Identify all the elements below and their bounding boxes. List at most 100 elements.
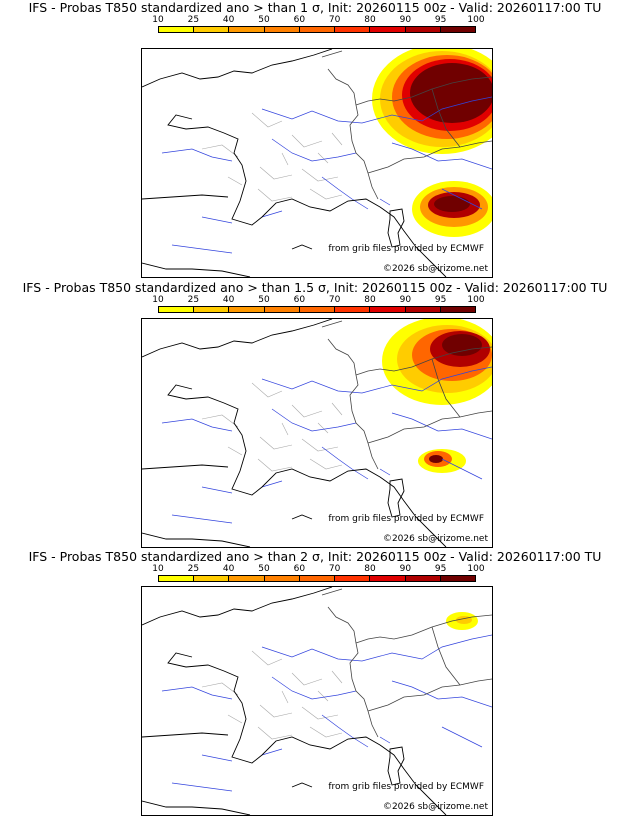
colorbar-tick-label: 50: [258, 564, 270, 574]
colorbar-tick-label: 100: [467, 564, 485, 574]
colorbar-tick-label: 50: [258, 295, 270, 305]
colorbar-swatch: [370, 576, 406, 581]
colorbar-labels: 10 25 40 50 60 70 80 90 95 100: [142, 564, 492, 574]
colorbar-swatches: [158, 306, 476, 313]
colorbar-tick-label: 90: [399, 295, 412, 305]
probability-area: [434, 196, 470, 212]
department-boundaries: [201, 650, 343, 740]
colorbar-swatch: [194, 576, 230, 581]
colorbar-swatch: [299, 307, 336, 312]
rivers: [161, 634, 492, 792]
panel-title: IFS - Probas T850 standardized ano > tha…: [28, 0, 602, 15]
colorbar-swatch: [229, 576, 265, 581]
colorbar-swatch: [440, 27, 475, 32]
colorbar-swatch: [299, 27, 336, 32]
colorbar-tick-label: 100: [467, 15, 485, 25]
source-credit: from grib files provided by ECMWF: [328, 244, 484, 254]
probability-area: [410, 63, 492, 123]
copyright-credit: ©2026 sb@irizome.net: [382, 534, 488, 544]
colorbar-tick-label: 80: [364, 564, 376, 574]
colorbar-tick-label: 40: [222, 15, 235, 25]
colorbar-tick-label: 60: [293, 564, 306, 574]
coastline: [142, 49, 447, 277]
colorbar-tick-label: 50: [258, 15, 270, 25]
colorbar-tick-label: 90: [399, 15, 412, 25]
department-boundaries: [201, 112, 343, 202]
colorbar-tick-label: 95: [434, 295, 447, 305]
map-panel-1: IFS - Probas T850 standardized ano > tha…: [0, 0, 630, 278]
colorbar-labels: 10 25 40 50 60 70 80 90 95 100: [142, 295, 492, 305]
colorbar-swatch: [335, 307, 371, 312]
colorbar-tick-label: 60: [293, 295, 306, 305]
colorbar-tick-label: 95: [434, 564, 447, 574]
colorbar-swatch: [440, 307, 475, 312]
copyright-credit: ©2026 sb@irizome.net: [382, 802, 488, 812]
colorbar-swatch: [370, 307, 406, 312]
colorbar-tick-label: 100: [467, 295, 485, 305]
colorbar-swatch: [264, 576, 300, 581]
source-credit: from grib files provided by ECMWF: [328, 514, 484, 524]
map-panel-2: IFS - Probas T850 standardized ano > tha…: [0, 276, 630, 552]
colorbar-swatch: [335, 576, 371, 581]
colorbar-tick-label: 80: [364, 15, 376, 25]
colorbar-swatch: [159, 576, 195, 581]
panel-title: IFS - Probas T850 standardized ano > tha…: [28, 549, 602, 564]
colorbar-tick-label: 10: [152, 15, 164, 25]
colorbar-swatch: [194, 307, 230, 312]
colorbar-swatch: [370, 27, 406, 32]
probability-area: [442, 334, 482, 356]
colorbar-tick-label: 70: [328, 15, 341, 25]
map-canvas: [142, 587, 492, 815]
colorbar-tick-label: 25: [187, 295, 200, 305]
colorbar-swatch: [299, 576, 336, 581]
colorbar-swatch: [405, 307, 441, 312]
colorbar-tick-label: 95: [434, 15, 447, 25]
colorbar-tick-label: 25: [187, 15, 200, 25]
country-borders: [321, 588, 492, 738]
colorbar-tick-label: 10: [152, 564, 164, 574]
colorbar-tick-label: 70: [328, 564, 341, 574]
colorbar-swatch: [264, 307, 300, 312]
coastline: [142, 587, 447, 815]
map-panel-3: IFS - Probas T850 standardized ano > tha…: [0, 546, 630, 822]
rivers: [161, 96, 492, 254]
map-canvas: [142, 49, 492, 277]
colorbar-swatch: [405, 576, 441, 581]
country-borders: [321, 320, 492, 470]
source-credit: from grib files provided by ECMWF: [328, 782, 484, 792]
probability-map: [141, 586, 493, 816]
colorbar: 10 25 40 50 60 70 80 90 95 100: [142, 295, 492, 314]
coastline: [142, 319, 447, 547]
colorbar-swatch: [264, 27, 300, 32]
colorbar-tick-label: 80: [364, 295, 376, 305]
colorbar-swatch: [229, 27, 265, 32]
rivers: [161, 366, 492, 524]
probability-map: [141, 318, 493, 548]
colorbar-swatch: [440, 576, 475, 581]
colorbar-tick-label: 90: [399, 564, 412, 574]
colorbar-swatch: [335, 27, 371, 32]
colorbar-tick-label: 70: [328, 295, 341, 305]
probability-area: [429, 455, 443, 463]
department-boundaries: [201, 382, 343, 472]
map-canvas: [142, 319, 492, 547]
country-borders: [321, 50, 492, 200]
colorbar: 10 25 40 50 60 70 80 90 95 100: [142, 15, 492, 34]
colorbar-tick-label: 60: [293, 15, 306, 25]
panel-title: IFS - Probas T850 standardized ano > tha…: [22, 280, 608, 295]
colorbar-swatch: [194, 27, 230, 32]
colorbar-swatches: [158, 26, 476, 33]
colorbar-tick-label: 10: [152, 295, 164, 305]
colorbar-swatch: [405, 27, 441, 32]
colorbar-tick-label: 40: [222, 295, 235, 305]
probability-map: [141, 48, 493, 278]
copyright-credit: ©2026 sb@irizome.net: [382, 264, 488, 274]
colorbar: 10 25 40 50 60 70 80 90 95 100: [142, 564, 492, 583]
colorbar-swatch: [159, 307, 195, 312]
colorbar-labels: 10 25 40 50 60 70 80 90 95 100: [142, 15, 492, 25]
colorbar-swatch: [159, 27, 195, 32]
colorbar-tick-label: 40: [222, 564, 235, 574]
colorbar-tick-label: 25: [187, 564, 200, 574]
colorbar-swatches: [158, 575, 476, 582]
colorbar-swatch: [229, 307, 265, 312]
